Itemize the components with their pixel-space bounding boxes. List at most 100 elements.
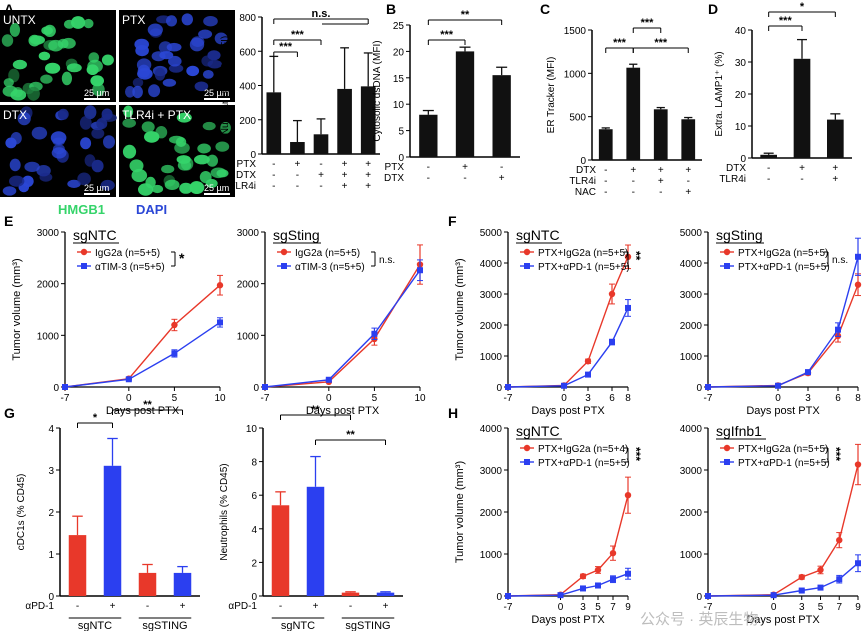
chart-title: sgNTC <box>73 227 117 243</box>
data-point <box>262 384 268 390</box>
treatment-mark: - <box>767 163 770 174</box>
legend-marker <box>524 459 530 465</box>
chart-title: sgNTC <box>516 227 560 243</box>
chart-title: sgSting <box>716 227 763 243</box>
panel-letter-b: B <box>386 1 396 17</box>
series-line <box>264 269 421 388</box>
cell-nucleus <box>12 87 23 98</box>
bar <box>313 134 329 154</box>
treatment-mark: + <box>685 187 691 198</box>
series-line <box>707 256 859 388</box>
cell-nucleus <box>151 184 164 194</box>
cell-nucleus <box>52 137 65 146</box>
sig-label: n.s. <box>832 255 848 266</box>
cell-nucleus <box>137 64 151 78</box>
bar <box>626 67 641 160</box>
legend-marker <box>281 263 287 269</box>
legend-marker <box>280 248 288 256</box>
cell-nucleus <box>154 67 166 81</box>
sig-label: ** <box>143 399 152 411</box>
cell-nucleus <box>38 51 51 61</box>
y-axis-label: Nuclear HMGB1 (MFI) <box>220 36 231 135</box>
x-tick-label: 9 <box>855 602 861 613</box>
cell-nucleus <box>100 179 115 191</box>
y-axis-label: Cytosolic dsDNA (MFI) <box>372 40 383 141</box>
y-tick-label: 40 <box>735 26 747 37</box>
data-point <box>417 267 423 274</box>
cell-nucleus <box>155 126 168 139</box>
x-tick-label: 0 <box>561 393 567 404</box>
data-point <box>217 319 223 326</box>
y-tick-label: 0 <box>53 383 59 394</box>
cell-nucleus <box>159 51 174 60</box>
x-tick-label: -7 <box>704 602 713 613</box>
data-point <box>609 339 615 346</box>
data-point <box>817 566 824 574</box>
y-tick-label: 3 <box>48 466 54 477</box>
data-point <box>625 304 631 311</box>
data-point <box>855 560 861 567</box>
treatment-mark: - <box>296 181 299 192</box>
series-line <box>707 562 859 597</box>
cell-nucleus <box>168 64 184 73</box>
legend-marker <box>80 248 88 256</box>
data-point <box>580 585 586 592</box>
data-point <box>371 330 378 337</box>
treatment-mark: + <box>342 170 348 181</box>
y-tick-label: 0 <box>48 592 54 603</box>
treatment-mark: + <box>294 159 300 170</box>
y-tick-label: 3000 <box>680 466 703 477</box>
treatment-row-label: αPD-1 <box>228 601 257 612</box>
cell-nucleus <box>27 86 40 101</box>
y-axis-label: Neutrophils (% CD45) <box>219 463 230 560</box>
y-tick-label: 4000 <box>680 424 703 435</box>
treatment-mark: + <box>365 181 371 192</box>
bar <box>173 572 192 596</box>
sig-label: * <box>179 250 185 266</box>
treatment-mark: + <box>832 163 838 174</box>
scale-bar-label: 25 µm <box>84 88 109 98</box>
micro-tile-untx: UNTX 25 µm <box>0 10 116 102</box>
y-tick-label: 0 <box>580 156 586 167</box>
cell-nucleus <box>40 74 53 84</box>
y-tick-label: 6 <box>251 491 257 502</box>
y-tick-label: 1000 <box>680 352 703 363</box>
chart-title: sgNTC <box>516 423 560 439</box>
cell-nucleus <box>92 82 105 97</box>
x-tick-label: 0 <box>326 393 332 404</box>
x-tick-label: 8 <box>625 393 631 404</box>
y-tick-label: 800 <box>239 13 256 24</box>
cell-nucleus <box>67 179 81 188</box>
cell-nucleus <box>148 84 161 98</box>
x-tick-label: 6 <box>609 393 615 404</box>
sig-label: * <box>800 1 805 13</box>
y-tick-label: 400 <box>239 82 256 93</box>
x-tick-label: 10 <box>414 393 426 404</box>
series-line <box>507 256 629 388</box>
y-tick-label: 3000 <box>37 228 60 239</box>
data-point <box>798 573 805 581</box>
panel-letter-a: A <box>4 1 14 17</box>
treatment-mark: + <box>365 159 371 170</box>
cell-nucleus <box>17 112 31 126</box>
y-tick-label: 10 <box>246 424 258 435</box>
treatment-mark: - <box>349 601 352 612</box>
y-tick-label: 3000 <box>480 290 503 301</box>
micro-tile-tlr4i-ptx: TLR4i + PTX 25 µm <box>119 105 235 197</box>
treatment-mark: - <box>272 159 275 170</box>
y-tick-label: 1500 <box>564 26 587 37</box>
cell-nucleus <box>5 137 17 149</box>
bar <box>598 129 613 160</box>
cell-nucleus <box>176 155 191 164</box>
bar <box>337 88 352 154</box>
data-point <box>854 281 862 288</box>
cell-nucleus <box>57 108 69 120</box>
treatment-mark: + <box>685 165 691 176</box>
series-line <box>707 464 859 597</box>
treatment-row-label: PTX <box>237 159 257 170</box>
legend-label: PTX+IgG2a (n=5+5) <box>738 248 828 259</box>
cell-nucleus <box>214 32 228 45</box>
micro-label-ptx: PTX <box>122 13 145 27</box>
